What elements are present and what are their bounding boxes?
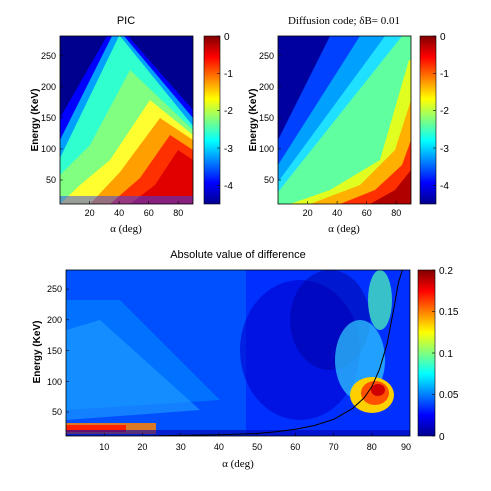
diffusion-colorbar-tick-label: 0 <box>440 32 446 43</box>
pic-colorbar-scale <box>203 35 221 205</box>
difference-x-tick-label: 90 <box>401 442 411 452</box>
pic-title: PIC <box>117 15 135 27</box>
diffusion-x-tick-label: 20 <box>303 208 313 218</box>
difference-y-tick-label: 50 <box>52 407 62 417</box>
difference-colorbar: 0.2 0.15 0.1 0.05 0 <box>417 266 459 443</box>
diffusion-axes-frame <box>277 35 412 205</box>
pic-y-tick-label: 200 <box>41 82 56 92</box>
diffusion-y-tick-label: 50 <box>264 175 274 185</box>
difference-colorbar-tick-label: 0.1 <box>439 349 453 360</box>
pic-y-tick-label: 50 <box>46 175 56 185</box>
difference-x-tick-label: 30 <box>176 442 186 452</box>
difference-y-tick-label: 100 <box>47 377 62 387</box>
difference-x-ticks: 10 20 30 40 50 60 70 80 90 <box>99 433 411 452</box>
panel-diffusion: Diffusion code; δB= 0.01 50 100 150 200 … <box>248 15 449 235</box>
pic-x-label: α (deg) <box>110 223 142 235</box>
pic-y-tick-label: 150 <box>41 113 56 123</box>
diffusion-y-tick-label: 150 <box>259 113 274 123</box>
difference-y-label: Energy (KeV) <box>32 321 43 384</box>
difference-x-tick-label: 80 <box>367 442 377 452</box>
difference-colorbar-tick-label: 0 <box>439 432 445 443</box>
diffusion-y-tick-label: 250 <box>259 51 274 61</box>
difference-y-ticks: 50 100 150 200 250 <box>47 284 69 417</box>
panel-difference: Absolute value of difference 50 100 150 … <box>32 249 459 470</box>
pic-heatmap <box>60 36 193 204</box>
pic-colorbar-tick-label: -2 <box>224 106 233 117</box>
diffusion-title: Diffusion code; δB= 0.01 <box>288 15 400 27</box>
diffusion-heatmap <box>278 36 411 204</box>
pic-colorbar-tick-label: -4 <box>224 181 233 192</box>
difference-heatmap <box>66 270 410 436</box>
diffusion-colorbar: 0 -1 -2 -3 -4 <box>419 32 449 205</box>
diffusion-colorbar-scale <box>419 35 437 205</box>
pic-x-ticks: 20 40 60 80 <box>85 201 183 218</box>
diffusion-colorbar-tick-label: -4 <box>440 181 449 192</box>
diffusion-y-ticks: 50 100 150 200 250 <box>259 51 281 185</box>
diffusion-x-ticks: 20 40 60 80 <box>303 201 401 218</box>
difference-title: Absolute value of difference <box>170 249 306 261</box>
pic-y-tick-label: 250 <box>41 51 56 61</box>
difference-axes-frame <box>65 269 411 437</box>
pic-x-tick-label: 20 <box>85 208 95 218</box>
diffusion-x-label: α (deg) <box>328 223 360 235</box>
pic-colorbar: 0 -1 -2 -3 -4 <box>203 32 233 205</box>
difference-overlay-curve <box>66 270 403 436</box>
pic-y-tick-label: 100 <box>41 144 56 154</box>
difference-y-tick-label: 150 <box>47 346 62 356</box>
diffusion-y-tick-label: 100 <box>259 144 274 154</box>
difference-x-tick-label: 60 <box>290 442 300 452</box>
diffusion-colorbar-tick-label: -1 <box>440 69 449 80</box>
difference-x-tick-label: 40 <box>214 442 224 452</box>
difference-colorbar-tick-label: 0.15 <box>439 307 459 318</box>
difference-x-label: α (deg) <box>222 458 254 470</box>
pic-colorbar-tick-label: -3 <box>224 144 233 155</box>
pic-axes-frame <box>59 35 194 205</box>
pic-x-tick-label: 80 <box>173 208 183 218</box>
pic-colorbar-tick-label: 0 <box>224 32 230 43</box>
difference-colorbar-tick-label: 0.2 <box>439 266 453 277</box>
difference-colorbar-tick-label: 0.05 <box>439 390 459 401</box>
diffusion-x-tick-label: 80 <box>391 208 401 218</box>
diffusion-x-tick-label: 40 <box>332 208 342 218</box>
difference-x-tick-label: 70 <box>329 442 339 452</box>
panel-pic: PIC 50 100 150 200 250 20 40 60 80 α (de… <box>30 15 233 235</box>
difference-x-tick-label: 10 <box>99 442 109 452</box>
diffusion-colorbar-tick-label: -3 <box>440 144 449 155</box>
diffusion-x-tick-label: 60 <box>362 208 372 218</box>
difference-y-tick-label: 250 <box>47 284 62 294</box>
pic-x-tick-label: 60 <box>144 208 154 218</box>
pic-y-label: Energy (KeV) <box>30 89 41 152</box>
difference-x-tick-label: 50 <box>252 442 262 452</box>
diffusion-y-tick-label: 200 <box>259 82 274 92</box>
diffusion-colorbar-tick-label: -2 <box>440 106 449 117</box>
diffusion-y-label: Energy (KeV) <box>248 89 259 152</box>
pic-colorbar-tick-label: -1 <box>224 69 233 80</box>
pic-y-ticks: 50 100 150 200 250 <box>41 51 63 185</box>
pic-x-tick-label: 40 <box>114 208 124 218</box>
difference-y-tick-label: 200 <box>47 315 62 325</box>
difference-x-tick-label: 20 <box>137 442 147 452</box>
